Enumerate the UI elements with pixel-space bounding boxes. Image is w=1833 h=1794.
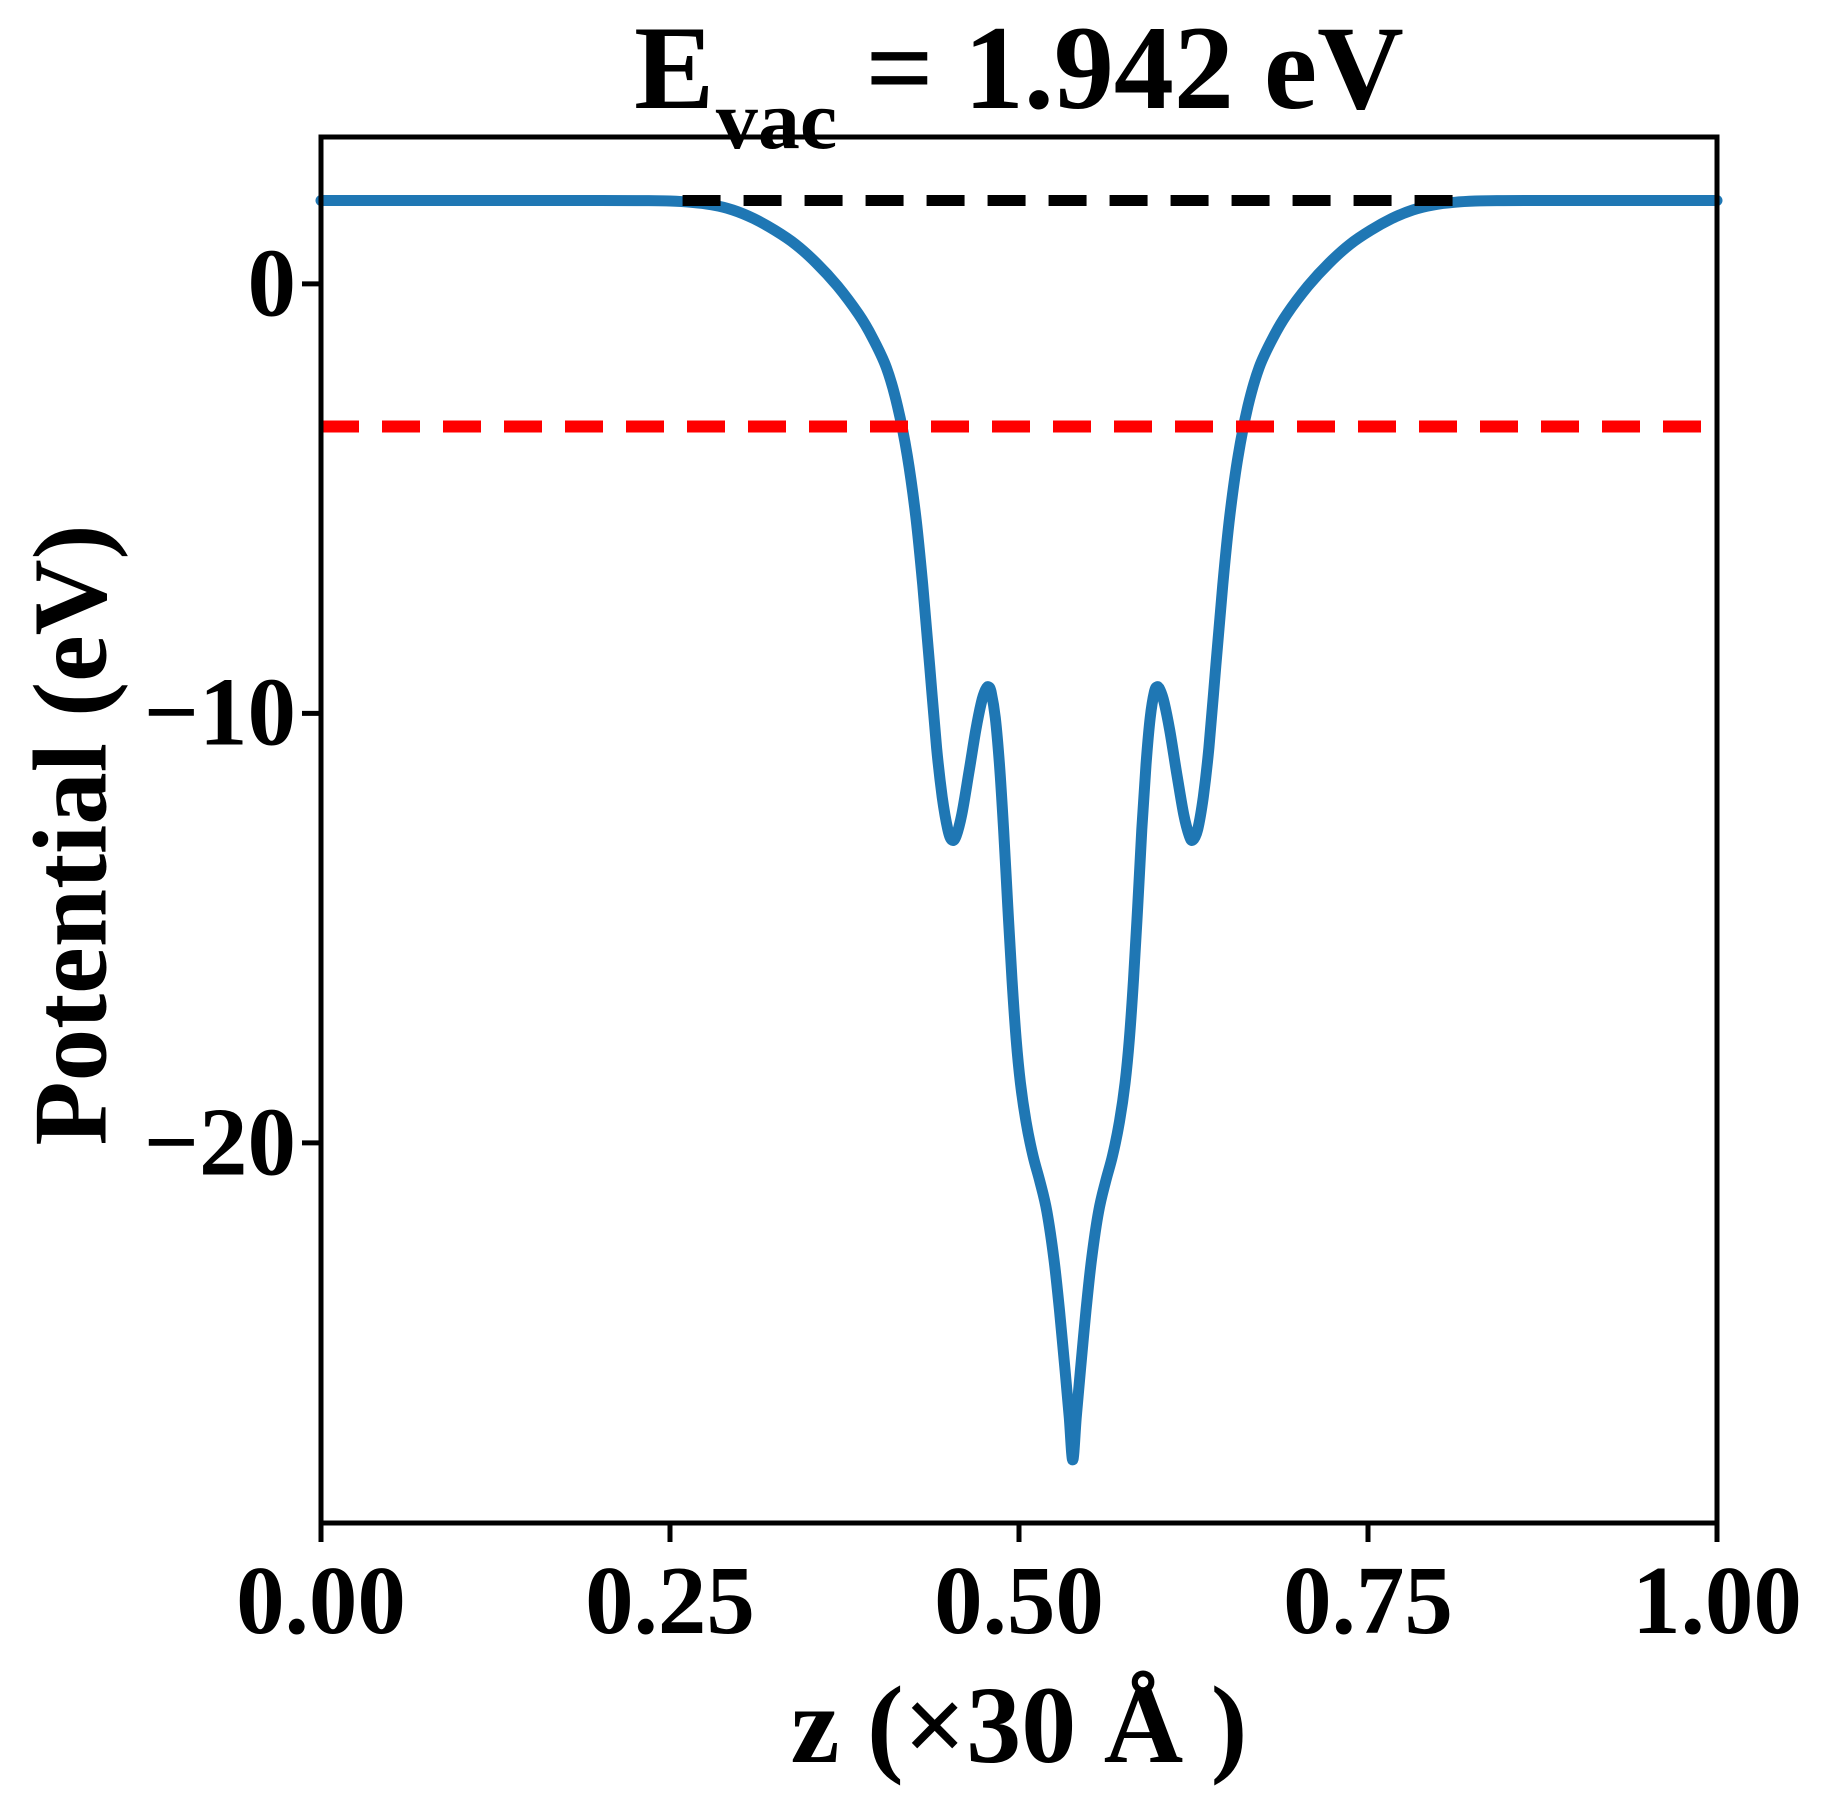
x-tick-label: 0.50 <box>934 1547 1104 1654</box>
y-tick-label: −10 <box>143 659 296 767</box>
series-layer <box>315 194 1723 1466</box>
x-axis-label: z (×30 Å ) <box>790 1664 1248 1786</box>
x-tick-label: 0.25 <box>585 1547 755 1654</box>
title-suffix: = 1.942 eV <box>835 1 1404 134</box>
axes-spines <box>318 134 1720 1526</box>
x-tick-label: 1.00 <box>1632 1547 1802 1654</box>
chart-title: Evac = 1.942 eV <box>634 5 1404 163</box>
axes-frame <box>302 134 1720 1542</box>
x-tick-label: 0.75 <box>1283 1547 1453 1654</box>
title-subscript: vac <box>715 74 838 168</box>
title-prefix: E <box>634 1 715 134</box>
y-tick-label: 0 <box>247 229 297 337</box>
y-tick-label: −20 <box>143 1088 296 1196</box>
planar-averaged-potential <box>315 194 1723 1466</box>
x-tick-label: 0.00 <box>236 1547 406 1654</box>
